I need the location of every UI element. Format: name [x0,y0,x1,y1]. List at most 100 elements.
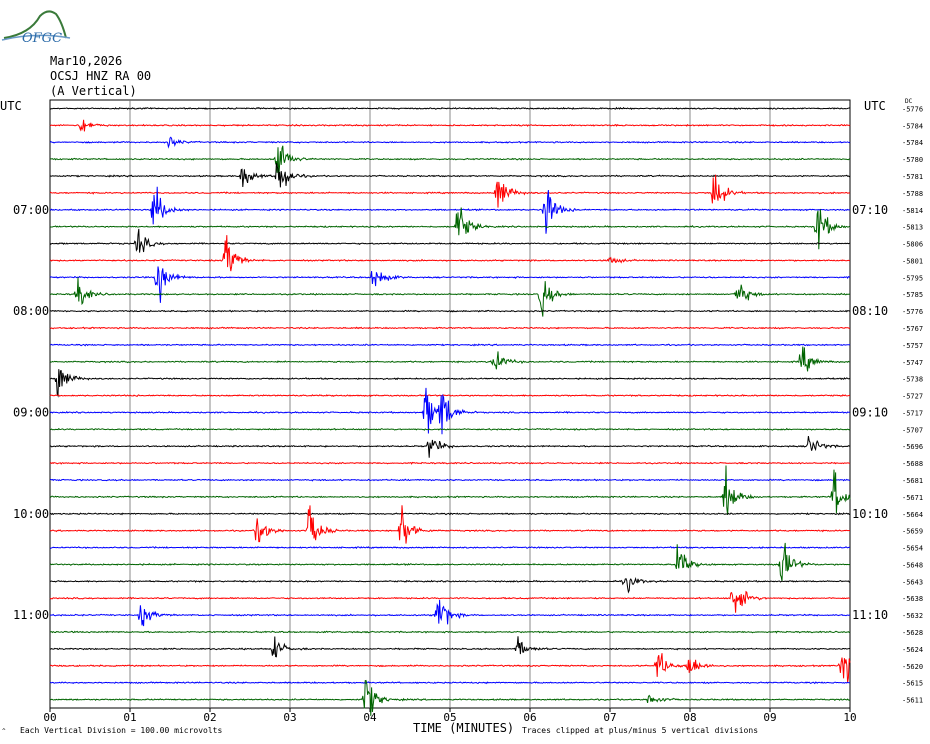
header-station: OCSJ HNZ RA 00 [50,69,152,83]
trace-row [49,309,851,313]
hour-label-right: 11:10 [852,608,888,622]
logo-swoosh [1,34,71,41]
dc-offset-label: -5776 [902,308,923,316]
trace-row [49,186,850,234]
dc-offset-label: -5707 [902,426,923,434]
hour-label-left: 10:00 [13,507,49,521]
hour-label-left: 09:00 [13,405,49,419]
dc-offset-label: -5784 [902,122,923,130]
dc-offset-label: -5806 [902,241,923,249]
trace-row [49,136,851,149]
trace-row [49,326,851,330]
dc-offset-label: -5788 [902,190,923,198]
x-tick-label: 02 [203,711,216,724]
trace-row [49,162,851,188]
x-tick-label: 07 [603,711,616,724]
dc-offset-label: -5767 [902,325,923,333]
trace-row [49,465,851,515]
trace-row [49,577,851,594]
ofgc-logo: OFGC [1,10,71,46]
trace-row [49,512,851,516]
hour-label-left: 07:00 [13,203,49,217]
trace-row [49,145,851,178]
trace-row [49,387,851,435]
dc-offset-label: -5784 [902,139,923,147]
x-tick-label: 04 [363,711,377,724]
x-tick-label: 10 [843,711,856,724]
x-tick-label: 00 [43,711,56,724]
dc-offset-label: -5620 [902,663,923,671]
dc-offset-label: -5615 [902,680,923,688]
x-tick-label: 01 [123,711,136,724]
trace-row [49,106,851,111]
dc-offset-label: -5688 [902,460,923,468]
trace-row [49,546,850,550]
dc-offset-label: -5659 [902,528,923,536]
trace-row [49,679,851,716]
trace-row [49,343,851,347]
trace-row [49,207,851,250]
dc-offset-label: -5738 [902,376,923,384]
dc-offset-label: -5785 [902,291,923,299]
trace-row [49,346,851,372]
dc-offset-label: -5654 [902,545,923,553]
hour-label-left: 11:00 [13,608,49,622]
trace-row [49,681,851,685]
dc-offset-label: -5628 [902,629,923,637]
trace-row [49,277,851,317]
hour-label-left: 08:00 [13,304,49,318]
trace-row [49,174,851,208]
utc-right-label: UTC [864,99,886,113]
trace-row [49,427,851,431]
dc-offset-label: -5780 [902,156,923,164]
hour-label-right: 09:10 [852,405,888,419]
hour-label-right: 08:10 [852,304,888,318]
x-tick-label: 05 [443,711,456,724]
x-tick-label: 08 [683,711,696,724]
trace-row [50,436,851,458]
trace-row [49,636,851,658]
clipped-note: Traces clipped at plus/minus 5 vertical … [522,726,759,735]
dc-offset-label: -5795 [902,274,923,282]
dc-offset-label: -5664 [902,511,923,519]
trace-row [49,599,851,627]
header-date: Mar10,2026 [50,54,123,68]
logo-arc [3,10,67,39]
trace-row [49,590,851,613]
trace-row [49,478,851,482]
dc-offset-label: -5757 [902,342,923,350]
dc-offset-label: -5643 [902,578,923,586]
dc-offset-label: -5638 [902,595,923,603]
trace-row [49,228,851,253]
vertical-division-note: Each Vertical Division = 100.00 microvol… [20,726,223,735]
x-tick-label: 03 [283,711,296,724]
dc-offset-label: -5717 [902,409,923,417]
dc-offset-label: -5814 [902,207,923,215]
dc-offset-label: -5671 [902,494,923,502]
dc-offset-label: -5611 [902,697,923,705]
x-tick-label: 06 [523,711,536,724]
dc-offset-label: -5632 [902,612,923,620]
x-tick-label: 09 [763,711,776,724]
dc-label: DC [905,98,913,105]
dc-offset-label: -5776 [902,105,923,113]
trace-row [49,394,851,398]
dc-offset-label: -5747 [902,359,923,367]
dc-offset-label: -5801 [902,257,923,265]
trace-row [49,461,851,465]
hour-label-right: 07:10 [852,203,888,217]
logo-text: OFGC [22,31,62,46]
hour-label-right: 10:10 [852,507,888,521]
trace-row [49,505,850,544]
header-component: (A Vertical) [50,84,137,98]
trace-row [49,542,851,582]
trace-row [49,369,851,398]
trace-row [49,235,851,272]
dc-offset-label: -5624 [902,646,923,654]
dc-offset-label: -5781 [902,173,923,181]
dc-offset-label: -5727 [902,393,923,401]
utc-left-label: UTC [0,99,22,113]
time-axis-label: TIME (MINUTES) [413,721,515,735]
trace-row [49,630,851,634]
